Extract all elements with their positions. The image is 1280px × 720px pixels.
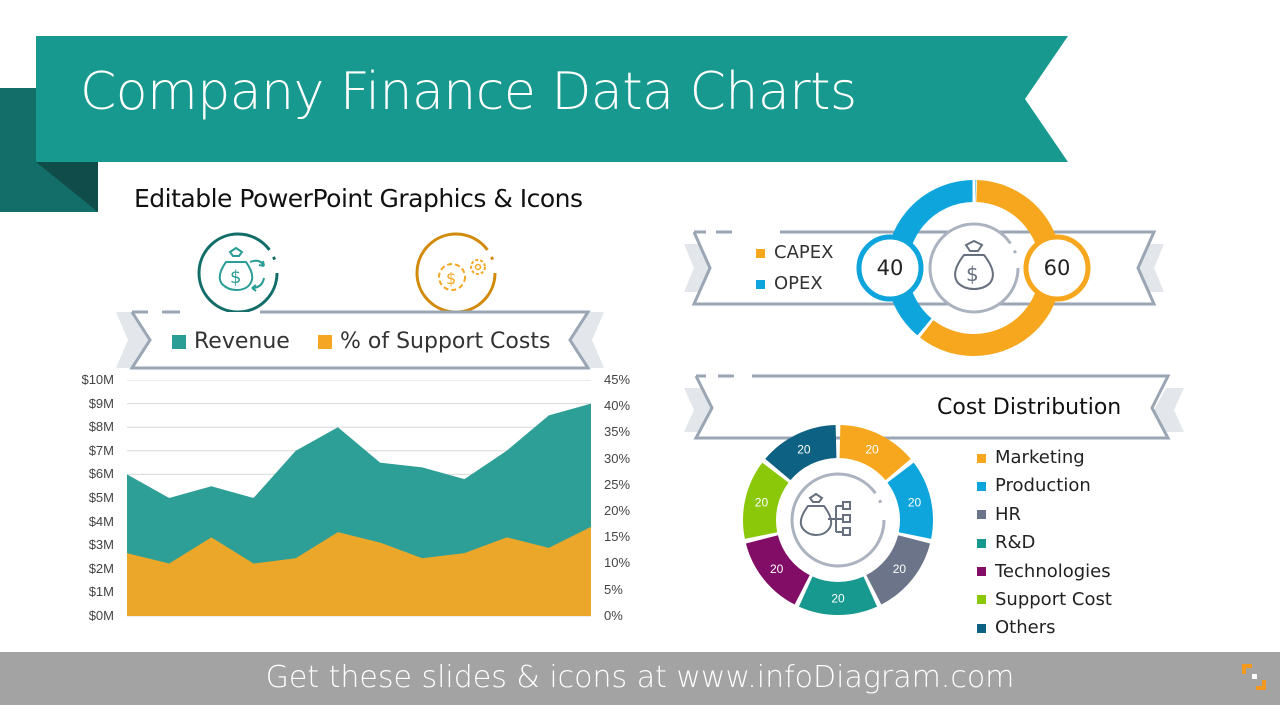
label: R&D	[995, 532, 1036, 554]
tick: $2M	[88, 560, 114, 576]
page-subtitle: Editable PowerPoint Graphics & Icons	[134, 184, 583, 213]
legend-revenue-label: Revenue	[194, 329, 290, 354]
swatch	[977, 510, 986, 520]
legend-support-cost: Support Cost	[977, 589, 1112, 617]
tick: $7M	[88, 442, 114, 458]
support-swatch	[318, 335, 332, 349]
label: Technologies	[995, 560, 1111, 582]
tick: $0M	[88, 608, 114, 623]
opex-swatch	[756, 279, 765, 289]
svg-text:20: 20	[755, 496, 769, 510]
legend-production: Production	[977, 475, 1112, 503]
tick: 0%	[604, 608, 623, 623]
legend-capex-label: CAPEX	[774, 242, 834, 263]
opex-value: 40	[876, 256, 904, 280]
legend-rnd: R&D	[977, 532, 1112, 560]
tick: $10M	[81, 372, 114, 387]
footer-link[interactable]: Get these slides & icons at www.infoDiag…	[265, 660, 1015, 695]
revenue-swatch	[172, 335, 186, 349]
legend-marketing: Marketing	[977, 447, 1112, 475]
footer-bar	[0, 652, 1280, 705]
label: Others	[995, 617, 1056, 639]
legend-others: Others	[977, 617, 1112, 645]
swatch	[977, 595, 986, 605]
svg-text:20: 20	[908, 496, 922, 510]
capex-swatch	[756, 248, 765, 258]
revenue-area-chart	[127, 380, 591, 617]
tick: $4M	[88, 513, 114, 529]
svg-text:$: $	[966, 262, 979, 286]
svg-text:20: 20	[797, 442, 811, 456]
legend-support-label: % of Support Costs	[340, 329, 551, 354]
legend-revenue: Revenue	[172, 329, 290, 354]
svg-text:20: 20	[865, 442, 879, 456]
swatch	[977, 481, 986, 491]
tick: $6M	[88, 466, 114, 482]
legend-hr: HR	[977, 504, 1112, 532]
tick: 35%	[604, 424, 631, 440]
swatch	[977, 623, 986, 633]
tick: 5%	[604, 581, 623, 597]
swatch	[977, 567, 986, 577]
cost-distribution-donut: 20 20 20 20 20 20 20	[743, 425, 933, 615]
tick: $5M	[88, 490, 114, 505]
svg-text:$: $	[446, 269, 456, 288]
swatch	[977, 538, 986, 548]
tick: 15%	[604, 529, 631, 545]
legend-opex-label: OPEX	[774, 273, 823, 294]
label: Support Cost	[995, 588, 1112, 610]
infodiagram-logo-icon	[1242, 664, 1266, 690]
legend-technologies: Technologies	[977, 561, 1112, 589]
label: Marketing	[995, 447, 1085, 468]
page-title: Company Finance Data Charts	[80, 62, 857, 122]
svg-text:$: $	[230, 267, 241, 288]
cost-legend: Marketing Production HR R&D Technologies…	[977, 447, 1112, 646]
legend-opex: OPEX	[756, 273, 823, 294]
svg-text:20: 20	[770, 562, 784, 576]
cost-distribution-title: Cost Distribution	[937, 395, 1122, 420]
svg-text:20: 20	[831, 592, 845, 606]
legend-capex: CAPEX	[756, 242, 833, 263]
svg-text:20: 20	[893, 562, 907, 576]
legend-support-costs: % of Support Costs	[318, 329, 550, 354]
tick: 20%	[604, 503, 631, 518]
tick: 40%	[604, 398, 631, 414]
tick: 30%	[604, 450, 631, 466]
label: HR	[995, 503, 1022, 525]
tick: $9M	[88, 395, 114, 411]
tick: 45%	[604, 372, 631, 387]
capex-opex-donut: $	[856, 179, 1091, 356]
tick: $8M	[88, 419, 114, 435]
tick: 25%	[604, 476, 631, 492]
title-banner	[0, 36, 1068, 212]
tick: $1M	[88, 584, 114, 600]
cost-ribbon	[684, 374, 1184, 440]
swatch	[977, 453, 986, 463]
tick: 10%	[604, 555, 631, 571]
label: Production	[995, 475, 1091, 497]
legend-ribbon	[116, 310, 604, 370]
capex-value: 60	[1043, 256, 1071, 280]
tick: $3M	[88, 537, 114, 553]
